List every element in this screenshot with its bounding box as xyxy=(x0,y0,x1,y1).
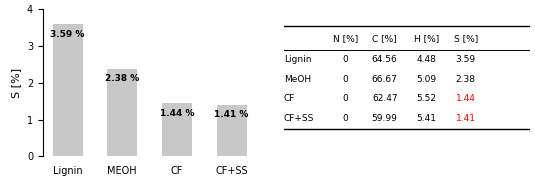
Bar xyxy=(162,103,192,156)
Text: 1.44 %: 1.44 % xyxy=(160,109,194,118)
Text: H [%]: H [%] xyxy=(414,34,439,43)
Text: 4.48: 4.48 xyxy=(417,55,437,64)
Text: 2.38 %: 2.38 % xyxy=(105,74,140,83)
Text: 1.41: 1.41 xyxy=(456,114,476,123)
Text: 0: 0 xyxy=(342,114,348,123)
Text: 2.38: 2.38 xyxy=(456,75,476,84)
Text: S [%]: S [%] xyxy=(454,34,478,43)
Text: N [%]: N [%] xyxy=(333,34,358,43)
Text: 62.47: 62.47 xyxy=(372,95,398,103)
Text: 3.59 %: 3.59 % xyxy=(50,30,85,39)
Y-axis label: S [%]: S [%] xyxy=(11,68,21,98)
Text: Lignin: Lignin xyxy=(284,55,311,64)
Text: 5.41: 5.41 xyxy=(416,114,437,123)
Bar xyxy=(107,69,137,156)
Text: 5.52: 5.52 xyxy=(416,95,437,103)
Text: 5.09: 5.09 xyxy=(416,75,437,84)
Text: 0: 0 xyxy=(342,75,348,84)
Text: 1.41 %: 1.41 % xyxy=(215,110,249,119)
Text: 59.99: 59.99 xyxy=(372,114,398,123)
Text: 1.44: 1.44 xyxy=(456,95,476,103)
Text: MeOH: MeOH xyxy=(284,75,311,84)
Text: C [%]: C [%] xyxy=(372,34,397,43)
Text: 3.59: 3.59 xyxy=(456,55,476,64)
Text: 66.67: 66.67 xyxy=(372,75,398,84)
Text: 0: 0 xyxy=(342,55,348,64)
Bar xyxy=(217,105,247,156)
Text: 64.56: 64.56 xyxy=(372,55,398,64)
Text: CF: CF xyxy=(284,95,295,103)
Text: 0: 0 xyxy=(342,95,348,103)
Bar xyxy=(52,24,82,156)
Text: CF+SS: CF+SS xyxy=(284,114,315,123)
